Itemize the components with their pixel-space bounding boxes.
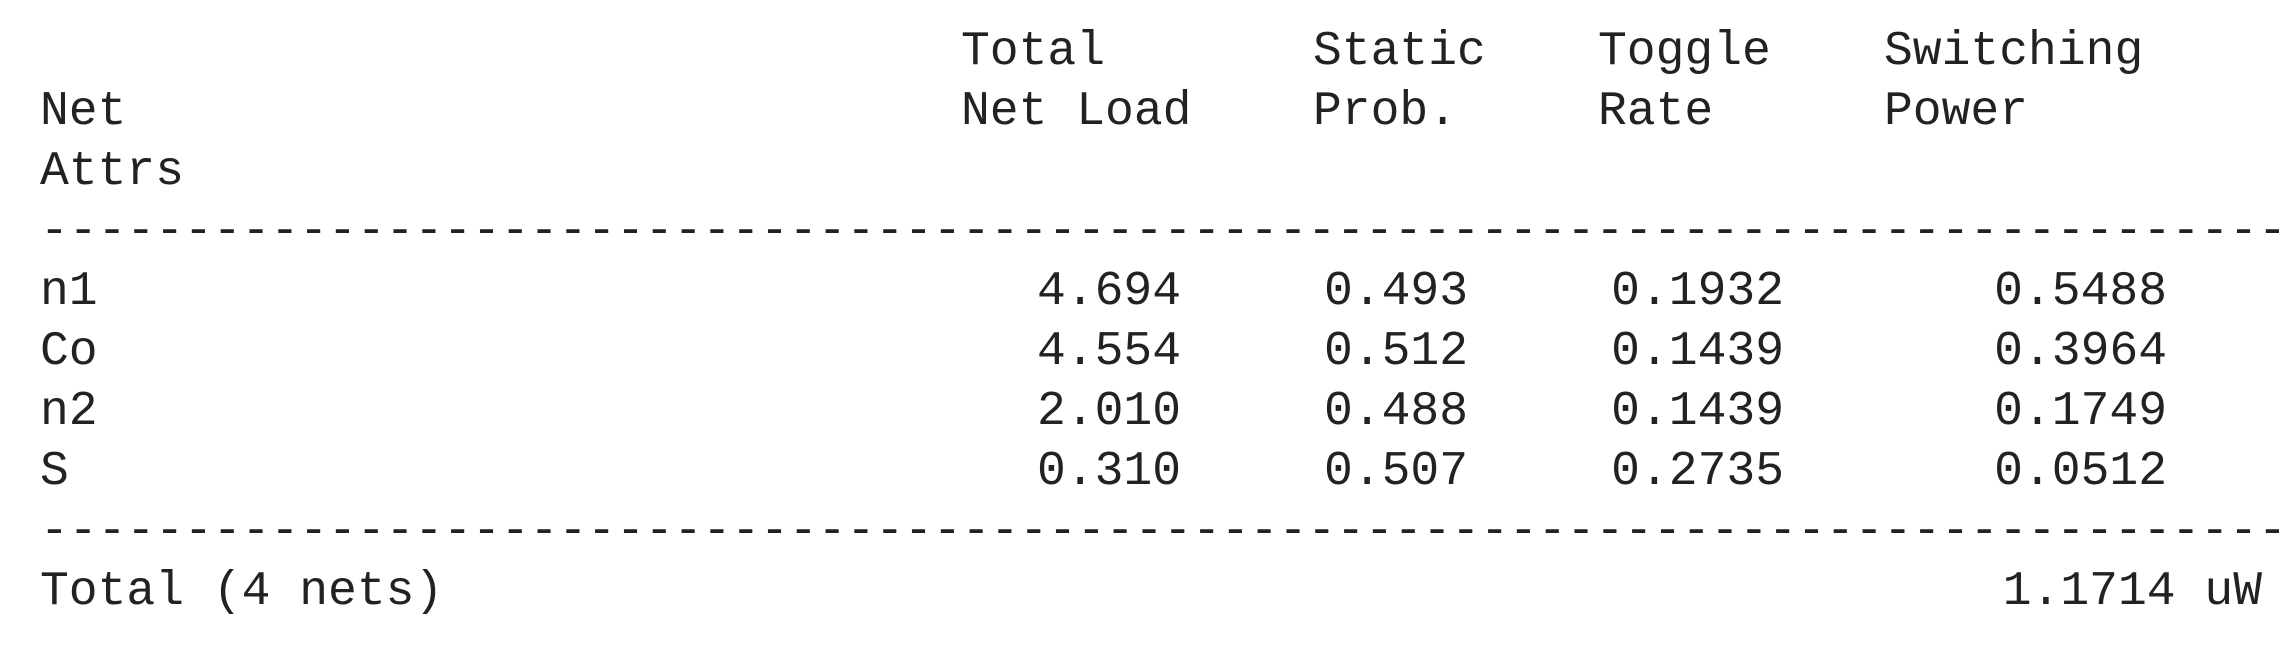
header-power-line2: Power (1884, 85, 2029, 139)
row-net: Co (40, 325, 98, 379)
total-power: 1.1714 uW (2002, 565, 2262, 619)
row-net: n1 (40, 265, 98, 319)
separator-top: ----------------------------------------… (40, 208, 2294, 256)
row-toggle: 0.2735 (1611, 445, 1784, 499)
row-load: 4.694 (1036, 265, 1181, 319)
header-toggle-line2: Rate (1598, 85, 1714, 139)
header-prob-line2: Prob. (1313, 85, 1458, 139)
row-net: n2 (40, 385, 98, 439)
header-attrs: Attrs (40, 145, 185, 199)
header-toggle-line1: Toggle (1598, 25, 1771, 79)
row-toggle: 0.1932 (1611, 265, 1784, 319)
header-net: Net (40, 85, 127, 139)
header-prob-line1: Static (1313, 25, 1486, 79)
row-prob: 0.488 (1323, 385, 1468, 439)
header-power-line1: Switching (1884, 25, 2144, 79)
row-prob: 0.512 (1323, 325, 1468, 379)
row-power: 0.3964 (1994, 325, 2167, 379)
total-label: Total (4 nets) (40, 565, 444, 619)
row-power: 0.0512 (1994, 445, 2167, 499)
row-load: 0.310 (1036, 445, 1181, 499)
row-load: 2.010 (1036, 385, 1181, 439)
row-prob: 0.493 (1323, 265, 1468, 319)
row-load: 4.554 (1036, 325, 1181, 379)
row-power: 0.1749 (1994, 385, 2167, 439)
row-power: 0.5488 (1994, 265, 2167, 319)
row-net: S (40, 445, 69, 499)
separator-bottom: ----------------------------------------… (40, 508, 2294, 556)
header-load-line2: Net Load (961, 85, 1192, 139)
header-load-line1: Total (961, 25, 1106, 79)
row-prob: 0.507 (1323, 445, 1468, 499)
row-toggle: 0.1439 (1611, 325, 1784, 379)
row-toggle: 0.1439 (1611, 385, 1784, 439)
